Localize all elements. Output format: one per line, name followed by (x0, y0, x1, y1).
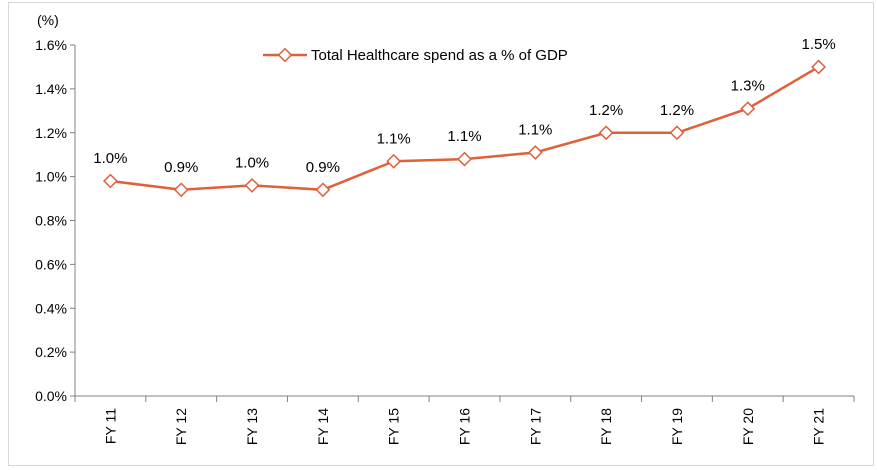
data-label: 1.3% (731, 78, 765, 95)
y-tick-label: 0.6% (35, 256, 67, 272)
data-point-marker (527, 145, 543, 160)
data-label: 1.5% (801, 36, 835, 53)
y-tick-label: 1.0% (35, 169, 67, 185)
data-point-marker (598, 125, 614, 141)
x-tick-label: FY 18 (598, 408, 614, 445)
y-tick-label: 0.8% (35, 213, 67, 229)
data-label: 1.0% (235, 154, 269, 171)
data-label: 1.1% (447, 128, 481, 145)
y-tick-label: 1.2% (35, 125, 67, 141)
x-tick-label: FY 20 (740, 408, 756, 445)
y-tick-label: 1.6% (35, 37, 67, 53)
legend: Total Healthcare spend as a % of GDP (263, 47, 568, 64)
axes (74, 45, 854, 397)
data-label: 1.0% (93, 150, 127, 167)
x-tick-label: FY 19 (669, 408, 685, 445)
x-tick-label: FY 16 (457, 408, 473, 445)
data-label: 0.9% (306, 159, 340, 176)
x-tick-label: FY 15 (386, 408, 402, 445)
unit-label: (%) (37, 12, 59, 28)
data-point-marker (669, 125, 685, 141)
line-chart: (%) 0.0% 0.2% 0.4% 0.6% 0.8% 1.0% 1.2% 1.4% 1.6%… (35, 12, 855, 445)
legend-marker-swatch (277, 47, 293, 63)
x-tick-label: FY 21 (811, 408, 827, 445)
y-tick-label: 0.4% (35, 300, 67, 316)
y-axis-ticks: 0.0% 0.2% 0.4% 0.6% 0.8% 1.0% 1.2% 1.4% 1.6% (35, 37, 75, 404)
x-tick-label: FY 17 (527, 408, 543, 445)
data-point-marker (386, 153, 402, 169)
x-tick-label: FY 11 (102, 408, 118, 444)
data-point-marker (811, 59, 827, 75)
data-label: 1.2% (589, 102, 623, 119)
data-point-marker (457, 151, 472, 167)
data-point-marker (102, 173, 118, 189)
data-label: 1.2% (660, 102, 694, 119)
data-label: 1.1% (377, 130, 411, 147)
y-tick-label: 0.0% (35, 388, 67, 404)
data-point-marker (173, 182, 189, 198)
data-point-marker (315, 182, 331, 198)
data-point-marker (740, 101, 756, 117)
x-tick-label: FY 14 (315, 408, 331, 445)
x-axis-ticks: FY 11 FY 12 FY 13 FY 14 FY 15 FY 16 FY 17 FY 18… (74, 396, 855, 445)
data-label: 1.1% (518, 121, 552, 138)
x-tick-label: FY 13 (244, 408, 260, 445)
legend-label: Total Healthcare spend as a % of GDP (311, 47, 568, 64)
x-tick-label: FY 12 (173, 408, 189, 445)
y-tick-label: 1.4% (35, 81, 67, 97)
y-tick-label: 0.2% (35, 344, 67, 360)
data-label: 0.9% (164, 159, 198, 176)
series-layer: 1.0% 0.9% 1.0% 0.9% 1.1% 1.1% 1.1% 1.2% 1.2% 1.3%… (93, 36, 836, 198)
data-point-marker (244, 177, 260, 193)
chart-frame: (%) 0.0% 0.2% 0.4% 0.6% 0.8% 1.0% 1.2% 1.4% 1.6%… (8, 2, 874, 466)
